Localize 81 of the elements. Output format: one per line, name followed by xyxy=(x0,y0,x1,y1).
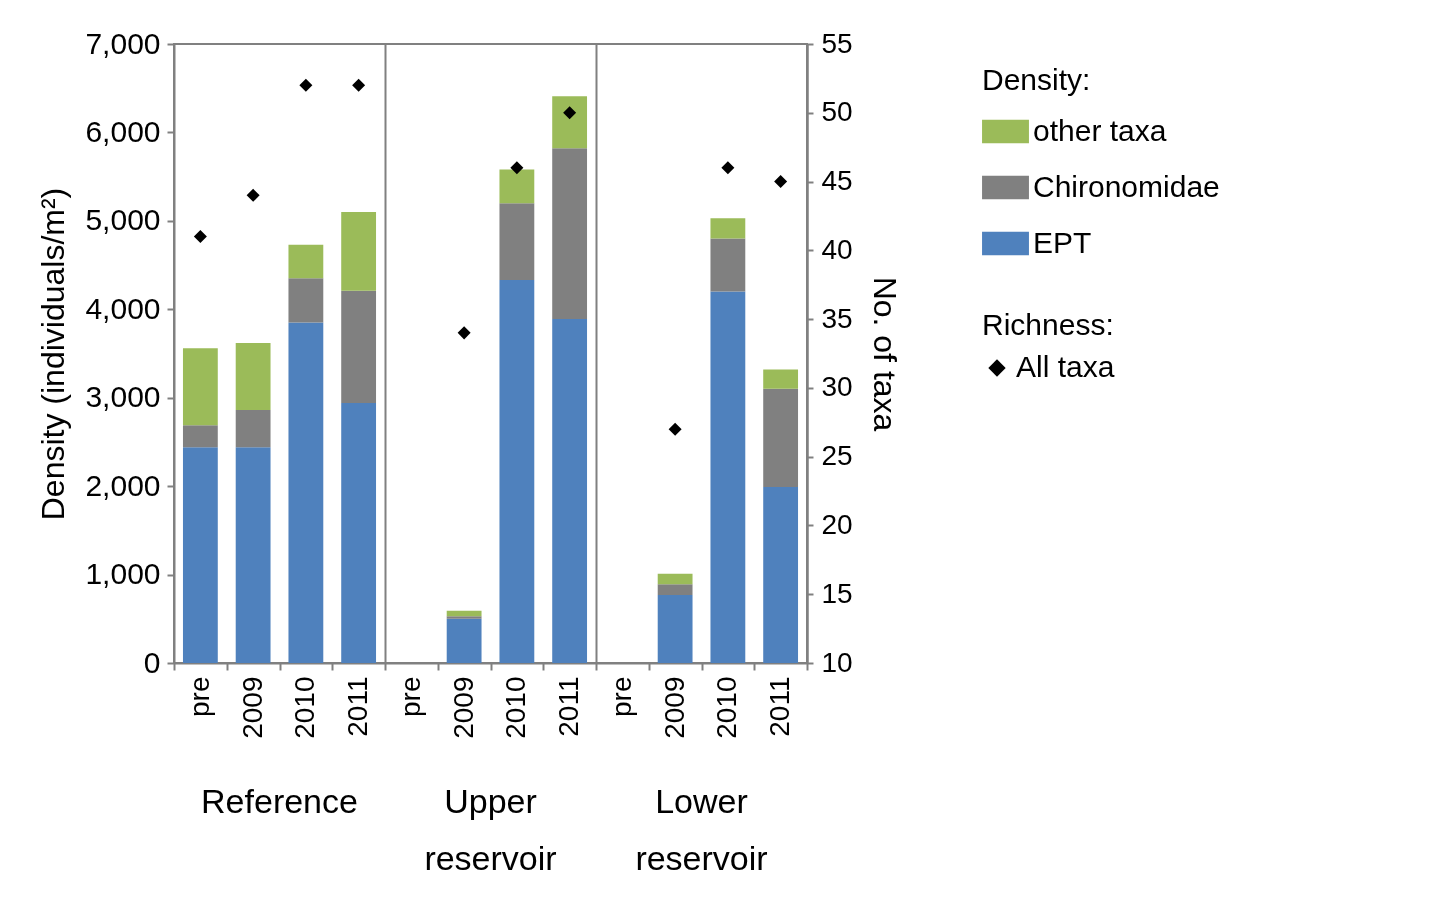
y2-tick-label: 40 xyxy=(821,233,853,265)
x-tick-label: 2009 xyxy=(236,676,268,739)
x-tick-label: 2010 xyxy=(711,676,743,739)
y2-tick-label: 55 xyxy=(821,27,853,59)
point xyxy=(352,78,366,92)
point xyxy=(193,230,207,244)
bar xyxy=(288,244,324,279)
bar xyxy=(763,369,799,389)
x-tick-label: 2011 xyxy=(342,676,374,737)
bar xyxy=(446,610,482,617)
bar xyxy=(499,280,535,663)
y2-tick-label: 15 xyxy=(821,577,853,609)
y2-tick-label: 45 xyxy=(821,165,853,197)
bar xyxy=(446,618,482,663)
y-tick-label: 1,000 xyxy=(85,557,161,591)
legend-label: Chironomidae xyxy=(1033,169,1220,203)
x-tick-label: pre xyxy=(183,676,215,717)
x-tick-label: 2010 xyxy=(500,676,532,739)
bar xyxy=(710,291,746,663)
bar xyxy=(552,148,588,320)
point xyxy=(299,78,313,92)
bar xyxy=(341,212,377,291)
bar xyxy=(235,410,271,448)
bar xyxy=(499,169,535,204)
bar xyxy=(288,278,324,323)
text: Upper reservoir xyxy=(424,782,557,877)
y2-tick-label: 50 xyxy=(821,96,853,128)
bar xyxy=(182,348,218,426)
bar xyxy=(235,342,271,411)
point xyxy=(510,161,524,175)
y-tick-label: 0 xyxy=(143,645,161,679)
point xyxy=(563,106,577,120)
bar xyxy=(710,218,746,239)
y2-tick-label: 30 xyxy=(821,371,853,403)
bar xyxy=(235,447,271,663)
point xyxy=(721,161,735,175)
bar xyxy=(182,447,218,663)
x-tick-label: pre xyxy=(605,676,637,717)
bar xyxy=(710,238,746,292)
bar xyxy=(182,425,218,448)
point xyxy=(774,175,788,189)
bar xyxy=(657,584,693,595)
legend-label: other taxa xyxy=(1033,113,1167,147)
y-tick-label: 2,000 xyxy=(85,468,161,502)
bar xyxy=(288,322,324,663)
x-tick-label: 2009 xyxy=(658,676,690,739)
bar xyxy=(763,388,799,488)
bar xyxy=(341,290,377,404)
x-tick-label: 2010 xyxy=(289,676,321,739)
text: Reference xyxy=(201,782,358,820)
point xyxy=(246,188,260,202)
y-tick-label: 7,000 xyxy=(85,26,161,60)
y-axis-title: Density (individuals/m²) xyxy=(35,187,72,521)
y2-tick-label: 35 xyxy=(821,302,853,334)
y2-axis-title: No. of taxa xyxy=(866,276,903,432)
legend-label: All taxa xyxy=(1016,350,1115,383)
y-tick-label: 4,000 xyxy=(85,291,161,325)
x-tick-label: 2009 xyxy=(447,676,479,739)
y-tick-label: 5,000 xyxy=(85,203,161,237)
y-tick-label: 3,000 xyxy=(85,380,161,414)
y2-tick-label: 10 xyxy=(821,646,853,678)
bar xyxy=(552,96,588,149)
text: Lower reservoir xyxy=(635,782,768,877)
point xyxy=(457,326,471,340)
x-tick-label: 2011 xyxy=(764,676,796,737)
y-tick-label: 6,000 xyxy=(85,114,161,148)
point xyxy=(668,422,682,436)
bar xyxy=(446,616,482,619)
y2-tick-label: 20 xyxy=(821,508,853,540)
legend-label: EPT xyxy=(1033,225,1092,259)
bar xyxy=(763,487,799,663)
text: Density: xyxy=(982,63,1091,96)
bar xyxy=(657,573,693,585)
x-tick-label: pre xyxy=(394,676,426,717)
bar xyxy=(552,319,588,663)
bar xyxy=(499,203,535,281)
y2-tick-label: 25 xyxy=(821,440,853,472)
bar xyxy=(341,403,377,663)
text: Richness: xyxy=(982,308,1114,341)
x-tick-label: 2011 xyxy=(553,676,585,737)
bar xyxy=(657,594,693,663)
